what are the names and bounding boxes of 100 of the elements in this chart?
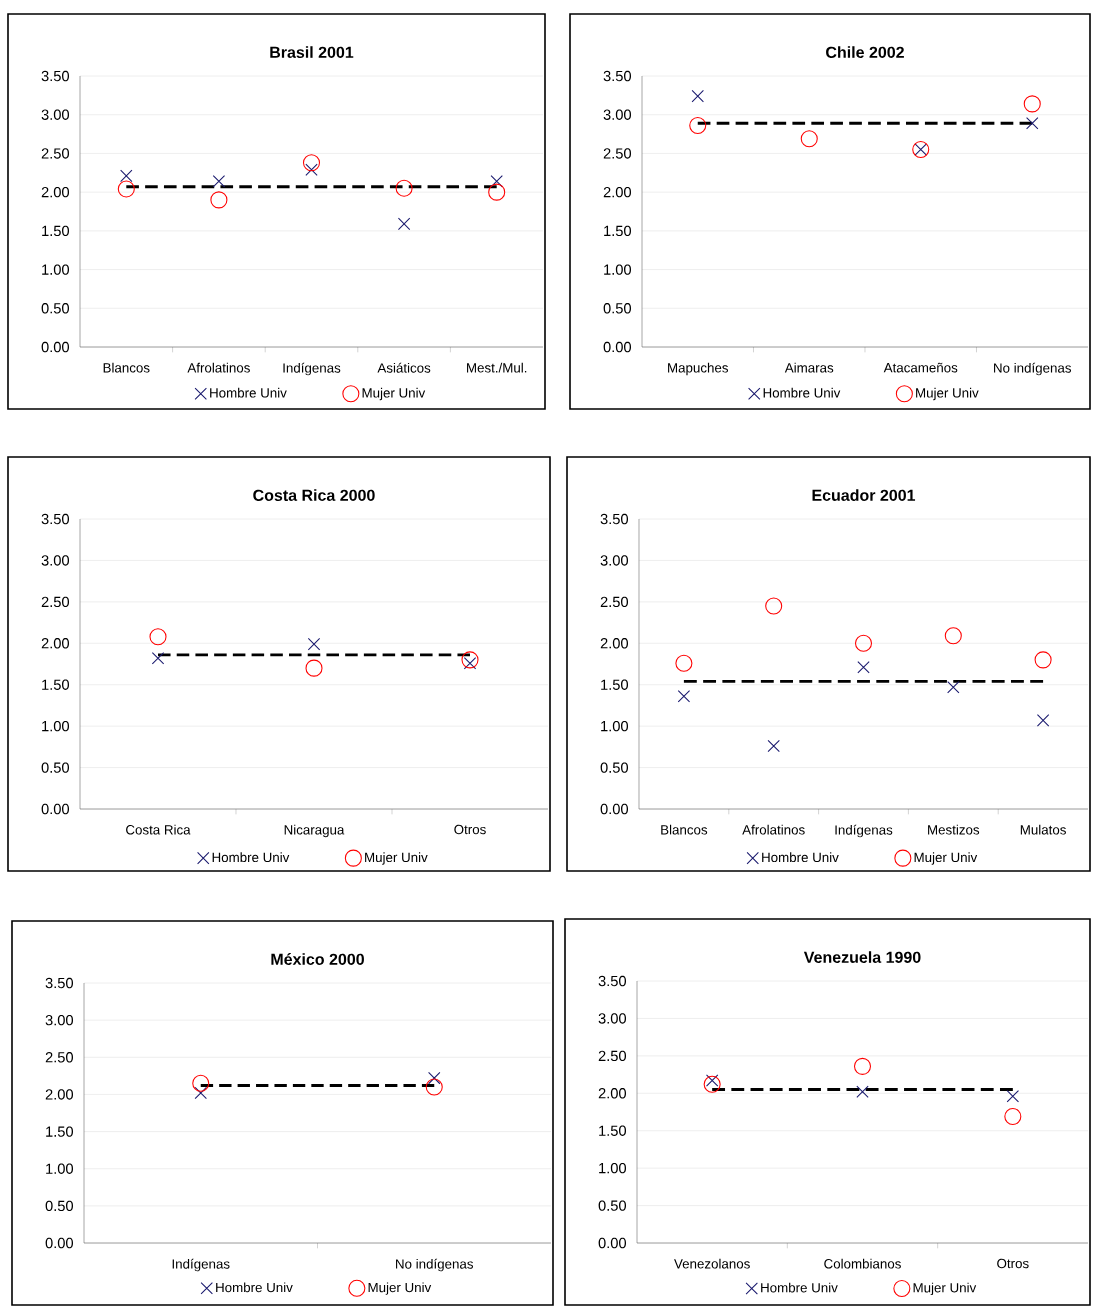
- point: [675, 654, 693, 672]
- y-tick-label: 0.00: [600, 803, 629, 815]
- x-tick-label: Asiáticos: [377, 362, 431, 373]
- x-tick-label: Otros: [454, 824, 486, 835]
- y-tick-label: 3.00: [598, 1013, 627, 1024]
- y-tick-label: 3.00: [41, 109, 70, 120]
- point: [947, 681, 960, 694]
- x-tick-label: Colombianos: [824, 1258, 901, 1269]
- legend-label: Hombre Univ: [761, 1282, 838, 1293]
- x-tick-label: Blancos: [103, 362, 150, 373]
- y-tick-label: 2.00: [600, 638, 629, 649]
- point: [765, 597, 783, 615]
- y-tick-label: 1.50: [599, 1125, 627, 1136]
- point: [149, 628, 167, 646]
- x-tick-label: Indígenas: [283, 362, 341, 376]
- point: [689, 117, 707, 135]
- point: [210, 191, 228, 209]
- y-tick-label: 0.50: [600, 762, 629, 773]
- y-tick-label: 1.00: [599, 1162, 627, 1174]
- point: [428, 1071, 441, 1085]
- point: [767, 739, 780, 753]
- y-tick-label: 0.50: [603, 303, 632, 314]
- legend-label: Mujer Univ: [916, 387, 979, 401]
- point: [677, 690, 691, 703]
- point: [395, 179, 413, 197]
- point: [307, 637, 321, 651]
- x-tick-label: No indígenas: [994, 362, 1072, 376]
- point: [463, 656, 477, 670]
- y-tick-label: 1.00: [42, 264, 70, 275]
- x-tick-label: Afrolatinos: [742, 824, 805, 835]
- point: [800, 130, 818, 148]
- y-tick-label: 1.50: [46, 1126, 74, 1137]
- y-tick-label: 2.50: [598, 1050, 627, 1062]
- y-tick-label: 2.00: [603, 186, 632, 198]
- y-tick-label: 3.00: [45, 1014, 74, 1026]
- chart-title: Ecuador 2001: [812, 489, 916, 501]
- legend-label: Mujer Univ: [368, 1282, 432, 1295]
- point: [1036, 714, 1050, 727]
- y-tick-label: 2.00: [41, 638, 70, 649]
- y-tick-label: 1.00: [604, 264, 632, 275]
- x-tick-label: Aimaras: [784, 362, 834, 373]
- point: [1006, 1090, 1020, 1103]
- y-tick-label: 2.50: [45, 1052, 74, 1063]
- point: [856, 1085, 869, 1098]
- point: [705, 1074, 719, 1087]
- legend-label: Hombre Univ: [210, 387, 287, 398]
- point: [944, 627, 962, 645]
- y-tick-label: 2.50: [600, 596, 629, 608]
- point: [857, 661, 870, 674]
- x-tick-label: Mestizos: [928, 824, 980, 835]
- y-tick-label: 1.00: [42, 720, 70, 732]
- point: [1026, 117, 1039, 130]
- point: [1034, 651, 1052, 669]
- point: [854, 634, 873, 652]
- chart-title: Venezuela 1990: [803, 951, 921, 963]
- x-tick-label: Atacameños: [883, 362, 958, 373]
- y-tick-label: 1.50: [601, 679, 629, 690]
- y-tick-label: 3.50: [41, 70, 70, 82]
- y-tick-label: 1.50: [604, 225, 632, 237]
- y-tick-label: 2.00: [45, 1089, 74, 1100]
- point: [192, 1074, 210, 1092]
- x-tick-label: Mulatos: [1020, 824, 1066, 835]
- y-tick-label: 3.00: [600, 555, 629, 566]
- point: [461, 651, 479, 669]
- y-tick-label: 1.50: [42, 679, 70, 690]
- point: [305, 659, 323, 677]
- y-tick-label: 0.50: [598, 1200, 627, 1211]
- legend-label: Mujer Univ: [362, 387, 426, 401]
- point: [397, 217, 411, 231]
- y-tick-label: 3.00: [41, 555, 70, 566]
- x-tick-label: Blancos: [661, 824, 708, 835]
- point: [425, 1078, 443, 1096]
- point: [1023, 95, 1041, 113]
- point: [120, 169, 133, 183]
- y-tick-label: 1.50: [42, 225, 70, 237]
- y-tick-label: 3.50: [603, 70, 632, 82]
- x-tick-label: Costa Rica: [126, 824, 191, 835]
- chart-title: Costa Rica 2000: [253, 489, 375, 501]
- chart-title: Brasil 2001: [270, 46, 354, 58]
- x-tick-label: No indígenas: [396, 1258, 474, 1272]
- point: [151, 652, 165, 665]
- y-tick-label: 3.50: [45, 977, 74, 989]
- y-tick-label: 0.00: [598, 1237, 627, 1249]
- y-tick-label: 1.00: [601, 720, 629, 732]
- chart-title: México 2000: [271, 953, 364, 965]
- point: [117, 180, 135, 198]
- y-tick-label: 0.00: [603, 341, 632, 353]
- y-tick-label: 2.50: [603, 148, 632, 159]
- y-tick-label: 2.50: [41, 596, 70, 608]
- point: [302, 154, 321, 172]
- y-tick-label: 0.00: [41, 341, 70, 353]
- x-tick-label: Afrolatinos: [187, 362, 250, 373]
- x-tick-label: Indígenas: [835, 824, 893, 838]
- x-tick-label: Otros: [997, 1258, 1029, 1269]
- legend-label: Mujer Univ: [913, 1282, 977, 1296]
- y-tick-label: 2.00: [41, 186, 70, 198]
- point: [691, 89, 704, 103]
- y-tick-label: 0.00: [41, 803, 70, 815]
- legend-label: Mujer Univ: [365, 852, 428, 865]
- x-tick-label: Nicaragua: [284, 824, 345, 838]
